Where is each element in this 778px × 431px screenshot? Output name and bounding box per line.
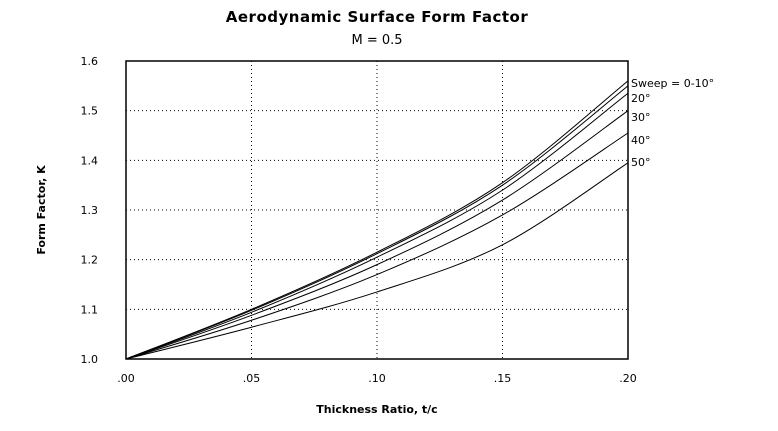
- x-tick-label: .20: [619, 372, 637, 385]
- series-label: 40°: [631, 134, 651, 147]
- series-line: [125, 80, 629, 360]
- series-label: Sweep = 0-10°: [631, 77, 714, 90]
- chart-subtitle: M = 0.5: [351, 33, 402, 48]
- x-tick-label: .10: [368, 372, 386, 385]
- y-tick-label: 1.2: [81, 254, 99, 267]
- x-axis-label: Thickness Ratio, t/c: [316, 403, 437, 416]
- y-axis-label: Form Factor, K: [35, 165, 48, 255]
- series-label: 20°: [631, 92, 651, 105]
- series-line: [125, 132, 629, 360]
- series-line: [125, 92, 629, 360]
- series-label: 30°: [631, 111, 651, 124]
- series-labels: Sweep = 0-10° 20° 30° 40° 50°: [631, 77, 714, 169]
- grid: [126, 61, 628, 359]
- chart-title: Aerodynamic Surface Form Factor: [226, 8, 529, 26]
- series-label: 50°: [631, 156, 651, 169]
- x-tick-label: .00: [117, 372, 135, 385]
- axis-ticks: .00 .05 .10 .15 .20 1.0 1.1 1.2 1.3 1.4 1.5 1.6: [81, 55, 637, 385]
- plot-frame: [125, 60, 629, 360]
- y-tick-label: 1.3: [81, 204, 99, 217]
- x-tick-label: .15: [494, 372, 512, 385]
- y-tick-label: 1.0: [81, 353, 99, 366]
- series-line: [125, 110, 629, 360]
- y-tick-label: 1.6: [81, 55, 99, 68]
- series-line: [125, 162, 629, 360]
- series-lines: [125, 80, 629, 360]
- y-tick-label: 1.4: [81, 154, 99, 167]
- x-tick-label: .05: [243, 372, 261, 385]
- series-line: [125, 85, 629, 360]
- y-tick-label: 1.1: [81, 303, 99, 316]
- y-tick-label: 1.5: [81, 105, 99, 118]
